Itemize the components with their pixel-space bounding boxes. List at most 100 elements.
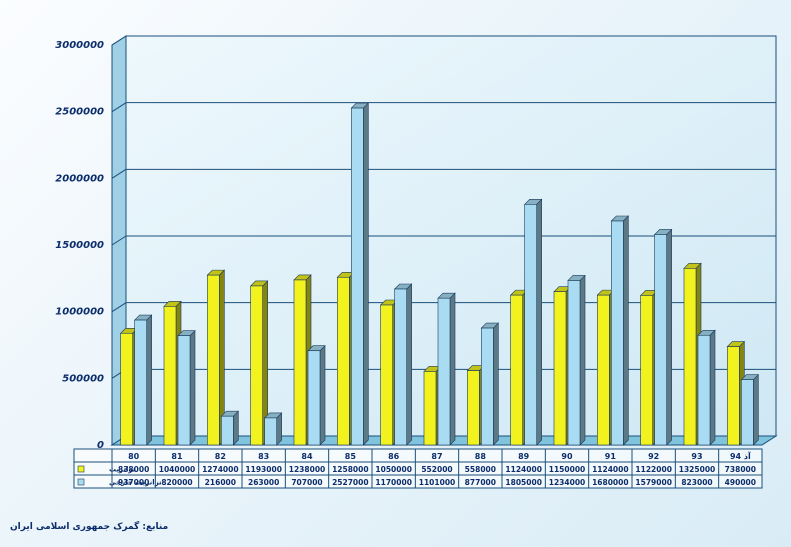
y-tick-label: 2000000 <box>55 173 104 184</box>
bar <box>120 332 133 446</box>
bar <box>163 306 177 446</box>
bar-side <box>189 329 196 446</box>
table-cell: 820000 <box>161 478 192 487</box>
bar-side <box>319 345 326 446</box>
bar <box>654 234 667 446</box>
bar <box>293 279 307 446</box>
legend-swatch <box>77 465 85 473</box>
bar-side <box>536 198 542 446</box>
bar-side <box>276 412 282 446</box>
table-cell: 707000 <box>291 478 322 487</box>
bar <box>380 304 393 446</box>
gridline-side <box>111 302 127 313</box>
y-tick-label: 0 <box>97 440 104 451</box>
bar <box>597 294 610 446</box>
x-tick-label: 91 <box>605 452 617 461</box>
table-cell: 1124000 <box>592 465 629 474</box>
table-cell: 1101000 <box>419 478 456 487</box>
table-cell: 1258000 <box>332 465 369 474</box>
table-cell: 552000 <box>421 465 452 474</box>
table-cell: 1274000 <box>202 465 239 474</box>
bar <box>351 107 364 446</box>
table-cell: 490000 <box>725 478 756 487</box>
x-tick-label: 83 <box>258 452 269 461</box>
table-cell: 823000 <box>681 478 712 487</box>
bar <box>437 297 451 446</box>
x-tick-label: 80 <box>128 452 140 461</box>
x-tick-label: 81 <box>171 452 183 461</box>
bar <box>567 280 581 446</box>
bar <box>394 288 407 446</box>
bar <box>553 291 567 446</box>
gridline-side <box>111 235 127 246</box>
x-tick-label: 93 <box>691 452 702 461</box>
table-cell: 1579000 <box>635 478 672 487</box>
table-cell: 1238000 <box>289 465 326 474</box>
bar <box>264 417 277 446</box>
table-cell: 1170000 <box>375 478 412 487</box>
legend-label: ترانزیت خارجی <box>109 479 162 487</box>
bar-side <box>449 292 456 446</box>
bar <box>510 294 523 446</box>
bar <box>423 371 437 446</box>
gridline-side <box>111 35 127 46</box>
y-tick-label: 500000 <box>62 373 104 384</box>
table-cell: 877000 <box>465 478 496 487</box>
bar <box>697 334 711 446</box>
bar <box>221 415 234 446</box>
bar <box>207 274 220 446</box>
table-cell: 1124000 <box>505 465 542 474</box>
table-cell: 738000 <box>725 465 756 474</box>
x-tick-label: 87 <box>431 452 442 461</box>
table-cell: 1234000 <box>549 478 586 487</box>
x-tick-label: 89 <box>518 452 530 461</box>
x-tick-label: 86 <box>388 452 400 461</box>
bar-side <box>233 410 239 446</box>
source-note: منابع: گمرک جمهوری اسلامی ایران <box>10 522 169 532</box>
bar-side <box>146 314 152 446</box>
x-tick-label: 90 <box>561 452 573 461</box>
table-cell: 838000 <box>118 465 149 474</box>
table-cell: 1050000 <box>375 465 412 474</box>
bar-side <box>666 228 672 446</box>
bar <box>337 276 350 446</box>
x-tick-label: 88 <box>475 452 487 461</box>
bar-side <box>493 322 499 446</box>
bar-side <box>579 274 586 446</box>
table-cell: 1193000 <box>245 465 282 474</box>
bar-side <box>709 329 716 446</box>
table-cell: 1805000 <box>505 478 542 487</box>
legend-swatch <box>77 478 85 486</box>
table-cell: 1150000 <box>549 465 586 474</box>
bar-side <box>363 102 369 446</box>
x-tick-label: 92 <box>648 452 659 461</box>
x-tick-label: 84 <box>301 452 313 461</box>
table-cell: 937000 <box>118 478 149 487</box>
y-tick-label: 2500000 <box>55 107 104 118</box>
bar <box>611 220 624 446</box>
bar <box>640 295 653 446</box>
bar <box>524 204 537 446</box>
table-cell: 558000 <box>465 465 496 474</box>
bar <box>741 379 754 446</box>
bar <box>683 268 697 446</box>
gridline-side <box>111 168 127 179</box>
table-cell: 1122000 <box>635 465 672 474</box>
bar-side <box>753 373 759 446</box>
bar <box>307 350 321 446</box>
x-tick-label: 85 <box>345 452 357 461</box>
bar-side <box>406 283 412 446</box>
gridline-side <box>111 102 127 113</box>
bar <box>134 319 147 446</box>
y-tick-label: 3000000 <box>55 40 104 51</box>
table-cell: 216000 <box>205 478 236 487</box>
y-tick-label: 1500000 <box>55 240 104 251</box>
x-tick-label: 94 آذ <box>730 451 751 461</box>
bar <box>177 335 191 446</box>
table-cell: 2527000 <box>332 478 369 487</box>
x-tick-label: 82 <box>215 452 226 461</box>
legend-label: ترانزیت <box>109 466 136 474</box>
y-tick-label: 1000000 <box>55 307 104 318</box>
bar <box>250 285 263 446</box>
